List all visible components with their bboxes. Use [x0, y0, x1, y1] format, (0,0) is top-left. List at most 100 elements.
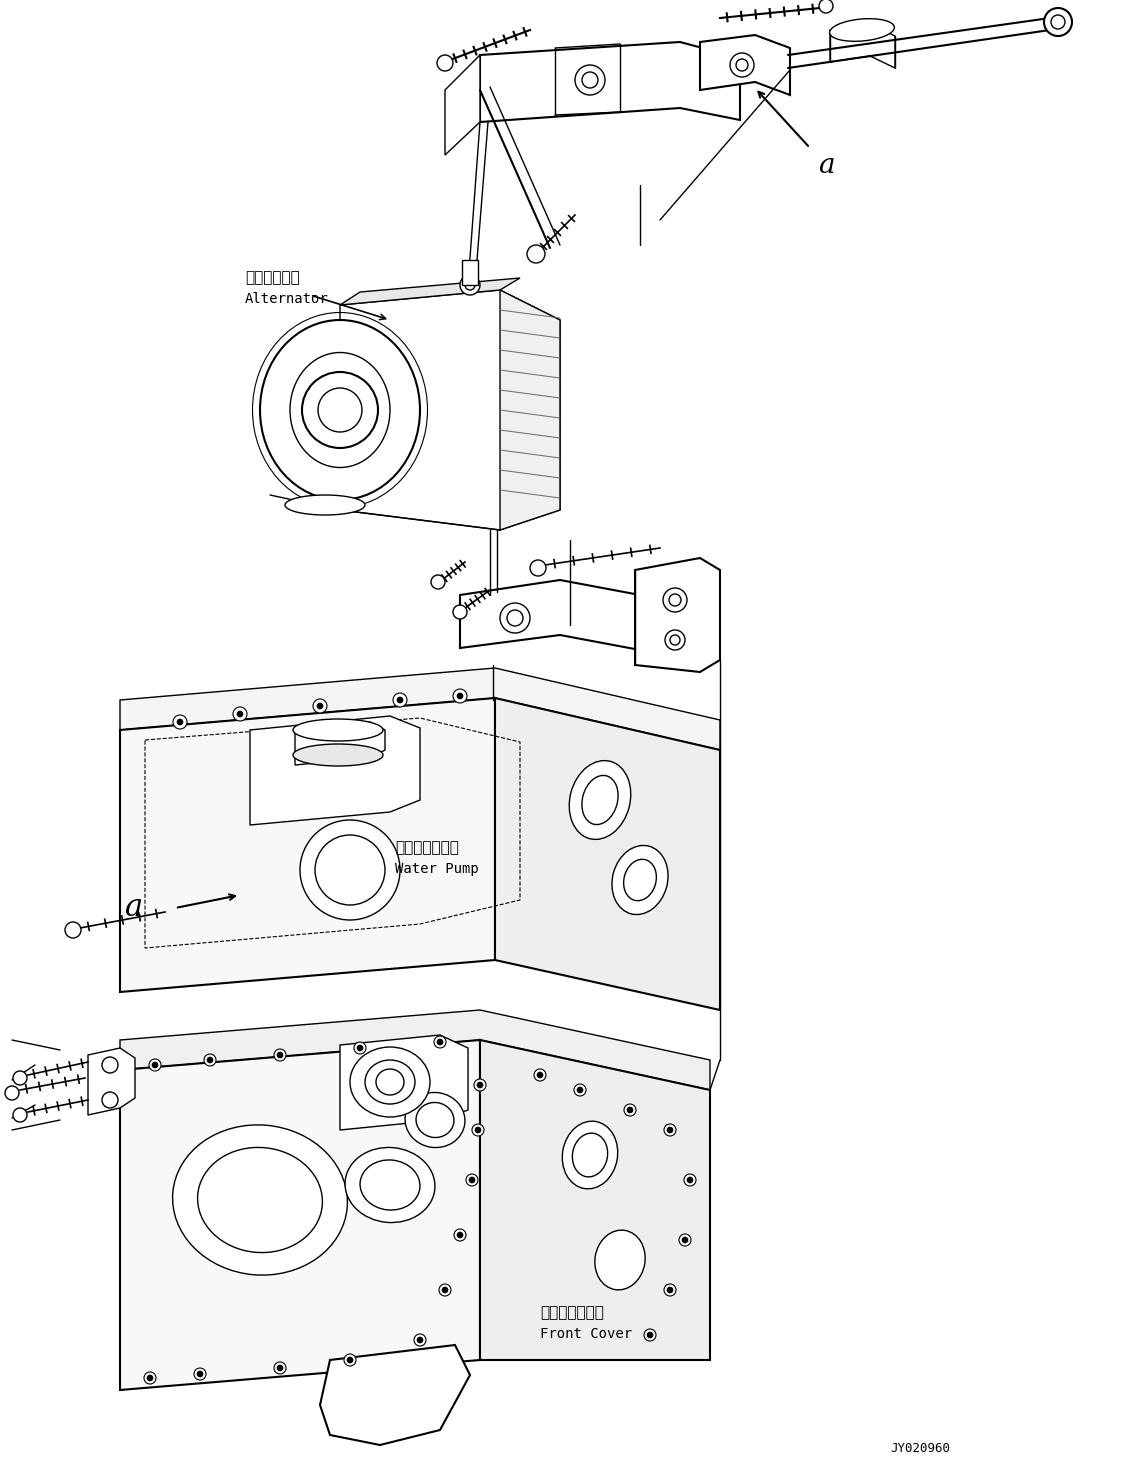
- Circle shape: [682, 1238, 688, 1244]
- Circle shape: [669, 594, 681, 606]
- Circle shape: [647, 1332, 653, 1338]
- Text: a: a: [818, 152, 834, 179]
- Circle shape: [664, 1284, 676, 1295]
- Circle shape: [472, 1124, 483, 1136]
- Circle shape: [459, 275, 480, 295]
- Circle shape: [203, 1055, 216, 1066]
- Circle shape: [173, 715, 187, 730]
- Polygon shape: [250, 716, 419, 826]
- Polygon shape: [700, 35, 790, 95]
- Circle shape: [474, 1080, 486, 1092]
- Text: a: a: [125, 892, 143, 923]
- Polygon shape: [339, 1035, 467, 1130]
- Circle shape: [417, 1337, 423, 1343]
- Circle shape: [469, 1177, 475, 1183]
- Polygon shape: [120, 668, 720, 750]
- Ellipse shape: [582, 775, 618, 824]
- Circle shape: [149, 1059, 161, 1071]
- Circle shape: [302, 372, 378, 448]
- Circle shape: [577, 1087, 583, 1093]
- Circle shape: [668, 1286, 673, 1292]
- Text: Alternator: Alternator: [245, 292, 329, 306]
- Circle shape: [277, 1052, 283, 1058]
- Circle shape: [1044, 7, 1072, 35]
- Ellipse shape: [573, 1133, 608, 1177]
- Text: フロントカバー: フロントカバー: [539, 1306, 604, 1320]
- Circle shape: [65, 922, 81, 938]
- Circle shape: [315, 835, 385, 905]
- Circle shape: [277, 1365, 283, 1371]
- Ellipse shape: [416, 1102, 454, 1137]
- Ellipse shape: [173, 1125, 347, 1275]
- Circle shape: [357, 1046, 363, 1052]
- Circle shape: [668, 1127, 673, 1133]
- Circle shape: [274, 1362, 286, 1374]
- Polygon shape: [295, 722, 385, 765]
- Ellipse shape: [360, 1159, 419, 1210]
- Circle shape: [466, 1174, 478, 1186]
- Text: オルタネータ: オルタネータ: [245, 270, 299, 285]
- Circle shape: [434, 1035, 446, 1049]
- Polygon shape: [320, 1346, 470, 1445]
- Polygon shape: [480, 41, 740, 123]
- Circle shape: [442, 1286, 448, 1292]
- Circle shape: [177, 719, 183, 725]
- Circle shape: [313, 699, 327, 713]
- Ellipse shape: [293, 744, 383, 767]
- Circle shape: [152, 1062, 158, 1068]
- Circle shape: [684, 1174, 696, 1186]
- Circle shape: [582, 72, 598, 89]
- Circle shape: [5, 1086, 19, 1100]
- Circle shape: [736, 59, 748, 71]
- Circle shape: [147, 1375, 153, 1381]
- Circle shape: [477, 1083, 483, 1089]
- Circle shape: [354, 1041, 366, 1055]
- Ellipse shape: [293, 719, 383, 741]
- Circle shape: [537, 1072, 543, 1078]
- Circle shape: [299, 820, 400, 920]
- Ellipse shape: [569, 761, 631, 839]
- Circle shape: [507, 610, 523, 626]
- Circle shape: [197, 1371, 203, 1377]
- Text: Front Cover: Front Cover: [539, 1326, 632, 1341]
- Circle shape: [499, 603, 530, 634]
- Circle shape: [1052, 15, 1065, 30]
- Circle shape: [439, 1284, 451, 1295]
- Polygon shape: [120, 1040, 480, 1390]
- Circle shape: [233, 707, 247, 721]
- Polygon shape: [120, 1010, 710, 1090]
- Circle shape: [274, 1049, 286, 1060]
- Polygon shape: [88, 1049, 135, 1115]
- Polygon shape: [445, 55, 480, 155]
- Ellipse shape: [365, 1060, 415, 1103]
- Circle shape: [13, 1071, 27, 1086]
- Circle shape: [397, 697, 403, 703]
- Circle shape: [317, 703, 323, 709]
- Circle shape: [102, 1092, 118, 1108]
- Circle shape: [820, 0, 833, 13]
- Circle shape: [475, 1127, 481, 1133]
- Circle shape: [575, 65, 605, 95]
- Circle shape: [457, 1232, 463, 1238]
- Ellipse shape: [612, 845, 668, 914]
- Text: ウォータポンプ: ウォータポンプ: [395, 840, 458, 855]
- Polygon shape: [499, 289, 560, 530]
- Polygon shape: [120, 699, 495, 993]
- Polygon shape: [339, 289, 560, 530]
- Circle shape: [318, 388, 362, 431]
- Circle shape: [534, 1069, 546, 1081]
- Ellipse shape: [376, 1069, 403, 1094]
- Circle shape: [574, 1084, 586, 1096]
- Text: Water Pump: Water Pump: [395, 863, 479, 876]
- Polygon shape: [339, 278, 520, 304]
- Circle shape: [624, 1103, 636, 1117]
- Circle shape: [457, 693, 463, 699]
- Circle shape: [194, 1368, 206, 1380]
- Circle shape: [527, 245, 545, 263]
- Circle shape: [13, 1108, 27, 1123]
- Circle shape: [144, 1372, 155, 1384]
- Circle shape: [207, 1058, 213, 1063]
- Circle shape: [393, 693, 407, 707]
- Polygon shape: [480, 1040, 710, 1360]
- Circle shape: [664, 1124, 676, 1136]
